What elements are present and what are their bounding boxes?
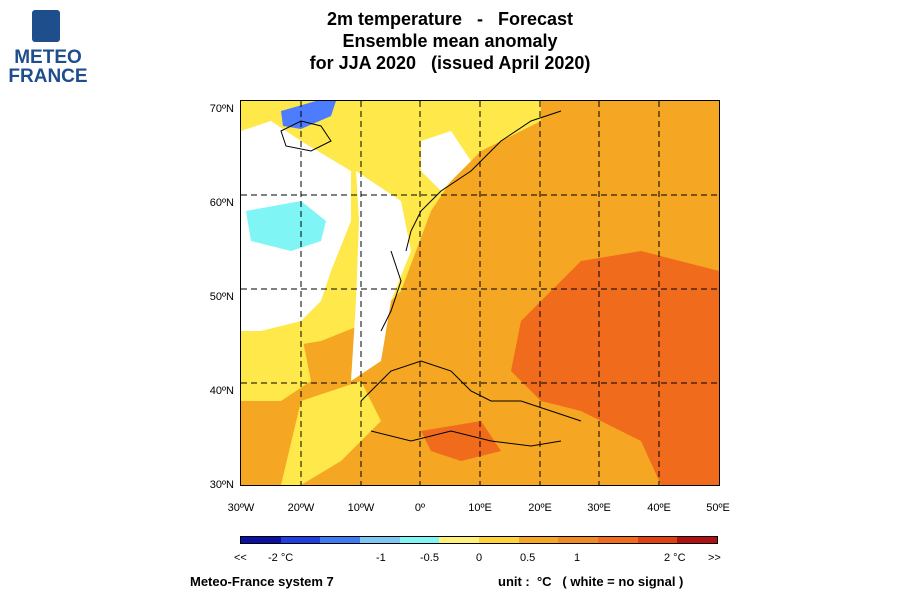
lon-label-0: 0º [414, 502, 426, 514]
coastline-uk [380, 250, 402, 332]
lon-label-20e: 20ºE [528, 502, 552, 514]
colorbar-segment-5 [439, 537, 480, 543]
map-region-white-norway [421, 131, 471, 191]
footer-unit: unit : °C ( white = no signal ) [498, 574, 684, 589]
colorbar-label-minus1: -1 [376, 552, 386, 564]
colorbar-segment-1 [280, 537, 321, 543]
colorbar-segment-0 [241, 537, 281, 543]
colorbar-segment-11 [677, 537, 718, 543]
colorbar-segment-4 [399, 537, 440, 543]
lat-label-30n: 30ºN [209, 479, 234, 491]
colorbar-segment-3 [360, 537, 400, 543]
colorbar-label-minus05: -0.5 [420, 552, 439, 564]
colorbar-segment-9 [598, 537, 638, 543]
lon-label-40e: 40ºE [647, 502, 671, 514]
footer-source: Meteo-France system 7 [190, 574, 334, 589]
map-region-yellow-south [281, 381, 381, 485]
lon-label-20w: 20ºW [287, 502, 315, 514]
lon-label-10e: 10ºE [468, 502, 492, 514]
meteo-france-logo: METEO FRANCE [8, 8, 88, 90]
lon-label-10w: 10ºW [347, 502, 375, 514]
lat-label-70n: 70ºN [209, 103, 234, 115]
colorbar-label-max: >> [708, 552, 721, 564]
colorbar-segment-7 [518, 537, 559, 543]
colorbar-label-05: 0.5 [520, 552, 536, 564]
colorbar-segment-6 [479, 537, 519, 543]
lat-label-50n: 50ºN [209, 291, 234, 303]
logo-emblem-icon [32, 10, 60, 42]
map-svg [241, 101, 719, 485]
chart-title: 2m temperature - Forecast Ensemble mean … [240, 8, 660, 74]
graticule [241, 101, 719, 485]
title-line1: 2m temperature - Forecast [326, 9, 574, 29]
colorbar-label-2: 2 °C [664, 552, 686, 564]
coastline-mediterranean-north [360, 360, 582, 422]
map-region-white-uk [351, 171, 411, 381]
colorbar-segment-8 [558, 537, 599, 543]
anomaly-map [240, 100, 720, 486]
coastline-africa [370, 430, 562, 447]
map-region-dark-orange-africa [421, 421, 501, 461]
title-line2: Ensemble mean anomaly [342, 31, 558, 51]
logo-line1: METEO [14, 47, 82, 68]
lat-label-60n: 60ºN [209, 197, 234, 209]
lon-label-30e: 30ºE [587, 502, 611, 514]
colorbar-label-min: << [234, 552, 247, 564]
map-region-dark-orange-east [511, 251, 719, 485]
map-region-blue [281, 101, 336, 129]
colorbar-label-0: 0 [476, 552, 483, 564]
colorbar-segment-2 [320, 537, 361, 543]
title-line3: for JJA 2020 (issued April 2020) [309, 53, 591, 73]
lon-label-50e: 50ºE [706, 502, 730, 514]
lat-label-40n: 40ºN [209, 385, 234, 397]
colorbar-label-1: 1 [574, 552, 581, 564]
colorbar [240, 536, 718, 544]
lon-label-30w: 30ºW [227, 502, 255, 514]
logo-line2: FRANCE [8, 66, 88, 87]
colorbar-label-minus2: -2 °C [268, 552, 294, 564]
coastline-norway [405, 110, 562, 252]
map-region-cyan [246, 201, 326, 251]
colorbar-segment-10 [637, 537, 678, 543]
